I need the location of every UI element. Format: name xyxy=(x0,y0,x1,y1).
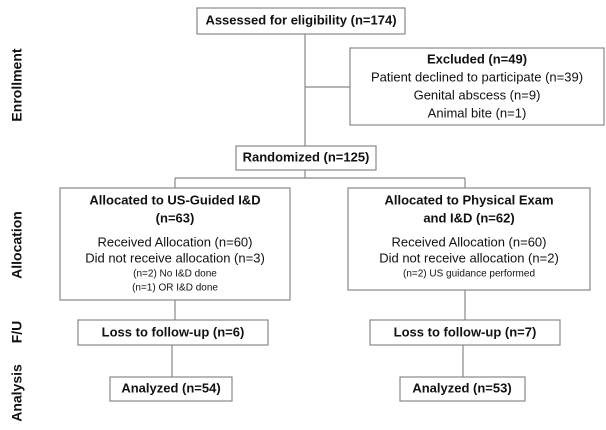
box-text: Analyzed (n=54) xyxy=(121,380,220,395)
box-text: Analyzed (n=53) xyxy=(412,380,511,395)
box-text: Genital abscess (n=9) xyxy=(414,87,541,102)
box xyxy=(196,7,406,35)
box-text: Assessed for eligibility (n=174) xyxy=(205,12,396,27)
box-note: (n=2) No I&D done xyxy=(133,269,217,280)
box-text: Animal bite (n=1) xyxy=(428,105,527,120)
stage-label: Analysis xyxy=(9,364,25,422)
stage-label: Allocation xyxy=(9,211,25,279)
box-title: and I&D (n=62) xyxy=(423,210,514,225)
box-note: (n=2) US guidance performed xyxy=(403,269,535,280)
box-title: Allocated to Physical Exam xyxy=(384,192,553,207)
stage-label: F/U xyxy=(9,321,25,344)
box xyxy=(59,187,291,301)
box xyxy=(347,187,591,291)
box-text: Received Allocation (n=60) xyxy=(97,234,252,249)
box-note: (n=1) OR I&D done xyxy=(132,283,218,294)
box-text: Patient declined to participate (n=39) xyxy=(371,69,583,84)
box-text: Loss to follow-up (n=6) xyxy=(102,324,245,339)
box xyxy=(109,376,233,402)
box-text: Received Allocation (n=60) xyxy=(391,234,546,249)
box xyxy=(349,47,605,126)
box-title: (n=63) xyxy=(156,210,195,225)
box-text: Did not receive allocation (n=3) xyxy=(85,250,265,265)
box-text: Loss to follow-up (n=7) xyxy=(394,324,537,339)
stage-label: Enrollment xyxy=(9,48,25,121)
box-text: Did not receive allocation (n=2) xyxy=(379,250,559,265)
box-text: Randomized (n=125) xyxy=(243,149,370,164)
box xyxy=(77,319,269,346)
box-title: Excluded (n=49) xyxy=(427,51,527,66)
box xyxy=(369,319,561,346)
box xyxy=(235,145,377,171)
box-title: Allocated to US-Guided I&D xyxy=(89,192,260,207)
box xyxy=(399,376,526,402)
